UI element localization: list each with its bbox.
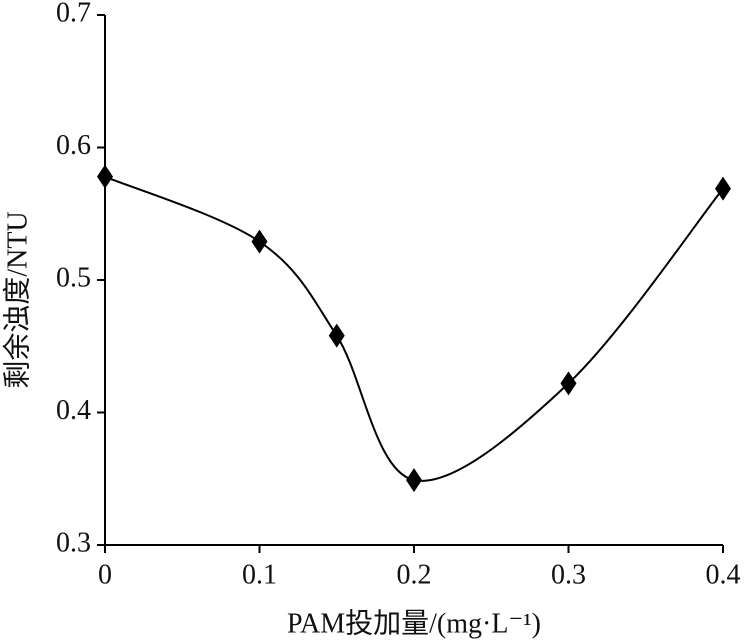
marker <box>251 229 268 254</box>
x-axis-label: PAM投加量/(mg·L⁻¹) <box>287 607 541 639</box>
marker <box>97 164 113 189</box>
x-tick-label: 0 <box>98 559 112 590</box>
x-tick-label: 0.1 <box>242 559 277 590</box>
marker <box>328 323 345 348</box>
marker <box>560 371 577 396</box>
y-tick-label: 0.4 <box>56 395 91 426</box>
y-tick-label: 0.6 <box>56 130 91 161</box>
x-tick-label: 0.2 <box>397 559 432 590</box>
x-tick-label: 0.3 <box>551 559 586 590</box>
y-tick-label: 0.3 <box>56 527 91 558</box>
marker <box>406 468 422 493</box>
y-axis-label: 剩余浊度/NTU <box>1 211 33 388</box>
marker <box>715 176 731 201</box>
y-tick-label: 0.5 <box>56 262 91 293</box>
x-tick-label: 0.4 <box>706 559 741 590</box>
y-tick-label: 0.7 <box>56 0 91 28</box>
series-line <box>104 175 724 482</box>
